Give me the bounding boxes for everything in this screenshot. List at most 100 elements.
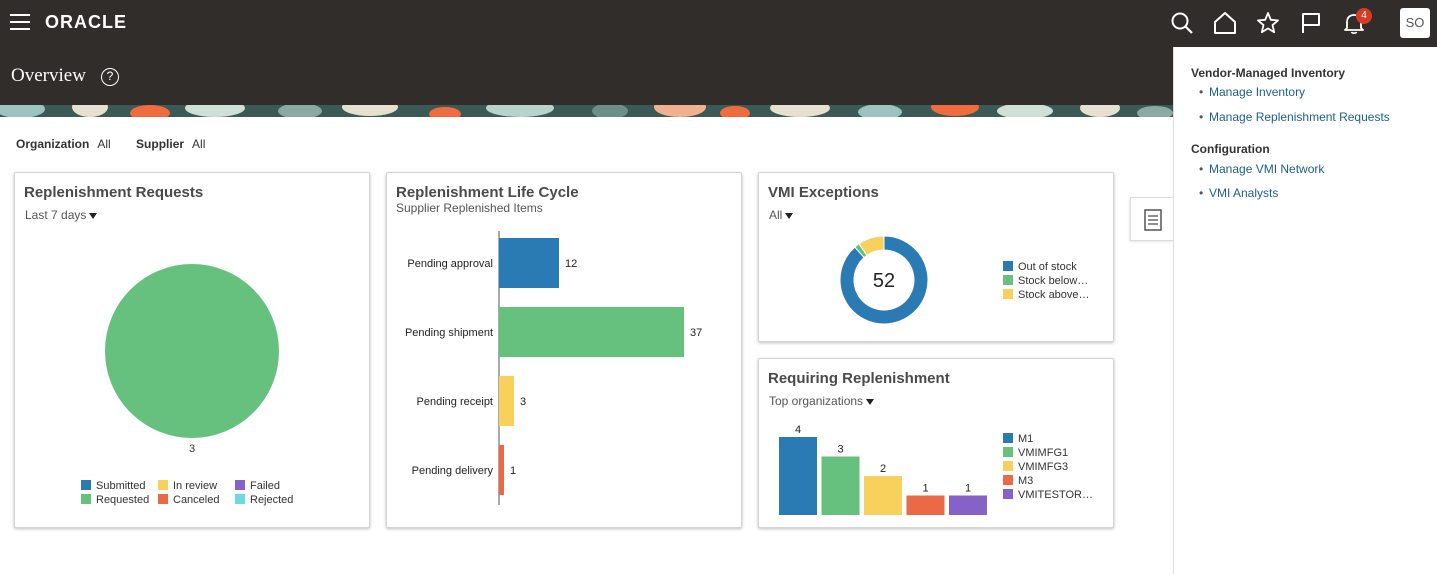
legend-label: In review [173,480,218,492]
notifications-bell-icon[interactable]: 4 [1341,8,1372,36]
search-icon[interactable] [1169,10,1195,36]
manage-inventory-link[interactable]: Manage Inventory [1199,85,1305,99]
home-icon[interactable] [1212,10,1238,36]
legend-label: VMITESTOR… [1018,489,1093,501]
legend-label: Submitted [96,480,146,492]
legend-swatch [235,480,245,490]
requiring-bar-chart: 4 3 2 1 1 [779,424,987,516]
data-label: 37 [690,327,702,339]
legend-label: M3 [1018,475,1034,487]
exceptions-filter-value: All [769,208,783,222]
data-label: 3 [837,444,843,456]
supplier-filter-label: Supplier [136,137,185,151]
legend-swatch [1003,447,1013,457]
legend-item[interactable]: In review [158,480,217,492]
data-label: 12 [565,258,577,270]
data-label: 4 [795,424,801,436]
vmi-analysts-link[interactable]: VMI Analysts [1199,186,1278,200]
card-title: Replenishment Requests [24,184,204,201]
legend-label: Stock above… [1018,289,1090,301]
bar-vmitestor-[interactable] [949,495,987,516]
requiring-legend: M1 VMIMFG1 VMIMFG3 M3 VMITESTOR… [1003,432,1093,502]
legend-swatch [81,494,91,504]
pie-slice-requested[interactable] [105,264,279,438]
donut-center-total: 52 [873,270,895,292]
bar-m1[interactable] [779,437,817,515]
legend-label: VMIMFG3 [1018,461,1069,473]
bar-pending-approval[interactable] [499,238,559,288]
legend-item[interactable]: Failed [235,480,280,492]
legend-label: M1 [1018,433,1034,445]
navigator-menu-icon[interactable] [10,14,30,30]
donut-slice-2[interactable] [858,235,885,257]
section-configuration: Configuration [1191,142,1270,156]
legend-item[interactable]: VMIMFG3 [1003,460,1093,474]
help-icon[interactable]: ? [101,68,119,86]
bar-m3[interactable] [906,495,945,516]
period-dropdown-value: Last 7 days [25,208,87,222]
favorites-star-icon[interactable] [1255,10,1281,36]
legend-item[interactable]: Canceled [158,494,219,506]
user-avatar[interactable]: SO [1400,8,1430,38]
legend-item[interactable]: Requested [81,494,149,506]
legend-item[interactable]: Submitted [81,480,146,492]
vmi-exceptions-card[interactable]: VMI Exceptions All 52 Out of stock Stock… [758,172,1114,342]
tasks-panel: Vendor-Managed Inventory Manage Inventor… [1173,47,1437,574]
watchlist-flag-icon[interactable] [1298,10,1324,36]
pie-slice-label: 3 [189,443,195,455]
category-label: Pending approval [407,258,493,270]
card-title: Replenishment Life Cycle [396,184,579,201]
legend-item[interactable]: Rejected [235,494,293,506]
page-title-bar: Overview ? [0,47,1173,105]
life-cycle-bar-chart: Pending approval 12 Pending shipment 37 Pend… [405,231,702,505]
organization-filter-label: Organization [16,137,90,151]
supplier-filter-value[interactable]: All [192,137,206,151]
bar-pending-receipt[interactable] [499,376,514,426]
legend-swatch [1003,461,1013,471]
manage-vmi-network-link[interactable]: Manage VMI Network [1199,162,1324,176]
bar-vmimfg1[interactable] [821,456,860,516]
legend-swatch [1003,261,1013,271]
category-label: Pending delivery [412,465,494,477]
chevron-down-icon [785,212,794,219]
legend-label: Stock below… [1018,275,1089,287]
legend-item[interactable]: Out of stock [1003,260,1090,274]
replenishment-requests-card[interactable]: Replenishment Requests Last 7 days 3 Sub… [14,172,370,528]
legend-item[interactable]: VMITESTOR… [1003,488,1093,502]
section-vendor-managed-inventory: Vendor-Managed Inventory [1191,66,1346,80]
card-title: Requiring Replenishment [768,370,950,387]
bar-pending-shipment[interactable] [499,307,684,357]
life-cycle-card[interactable]: Replenishment Life Cycle Supplier Replen… [386,172,742,528]
data-label: 1 [922,483,928,495]
legend-swatch [1003,433,1013,443]
organization-filter-value[interactable]: All [97,137,111,151]
data-label: 2 [880,463,886,475]
legend-label: Requested [96,494,150,506]
top-organizations-dropdown[interactable]: Top organizations [769,394,875,408]
legend-item[interactable]: M1 [1003,432,1093,446]
legend-item[interactable]: Stock above… [1003,288,1090,302]
page-title: Overview [11,65,86,86]
donut-slice-0[interactable] [839,235,929,325]
legend-swatch [235,494,245,504]
legend-swatch [1003,289,1013,299]
card-subtitle: Supplier Replenished Items [396,201,543,215]
legend-item[interactable]: VMIMFG1 [1003,446,1093,460]
legend-item[interactable]: Stock below… [1003,274,1090,288]
chevron-down-icon [866,398,875,405]
manage-replenishment-requests-link[interactable]: Manage Replenishment Requests [1199,110,1390,124]
legend-swatch [81,480,91,490]
exceptions-filter-dropdown[interactable]: All [769,208,794,222]
legend-swatch [1003,489,1013,499]
top-organizations-value: Top organizations [769,394,864,408]
requiring-replenishment-card[interactable]: Requiring Replenishment Top organization… [758,358,1114,528]
bar-pending-delivery[interactable] [499,445,504,495]
period-dropdown[interactable]: Last 7 days [25,208,98,222]
panel-drawer-tab[interactable] [1130,197,1174,241]
category-label: Pending shipment [405,327,493,339]
bar-vmimfg3[interactable] [864,476,902,515]
category-label: Pending receipt [417,396,493,408]
legend-item[interactable]: M3 [1003,474,1093,488]
oracle-logo[interactable]: ORACLE [45,12,127,32]
legend-label: Failed [250,480,280,492]
